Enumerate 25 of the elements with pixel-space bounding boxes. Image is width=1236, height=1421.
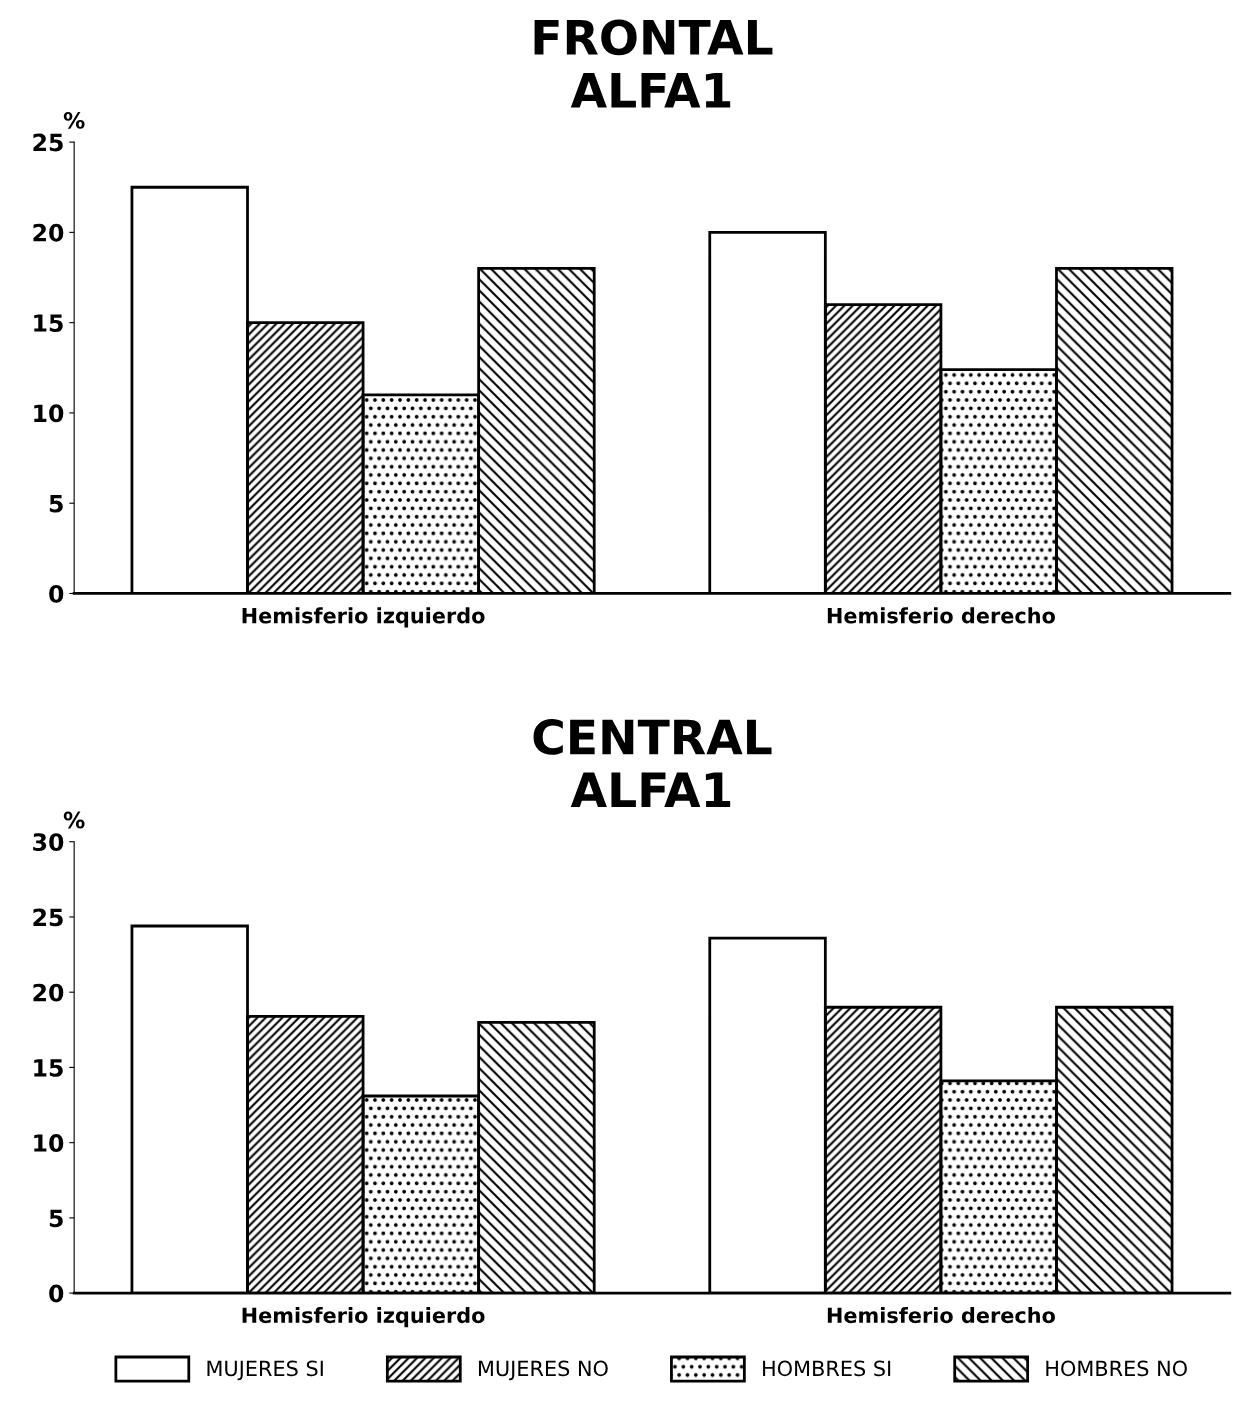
chart-title: FRONTAL ALFA1 bbox=[534, 19, 773, 108]
y-tick-label: 15 bbox=[34, 314, 63, 332]
y-tick-label: 15 bbox=[34, 1059, 63, 1077]
y-tick-label: 25 bbox=[33, 908, 63, 927]
chart-title: CENTRAL ALFA1 bbox=[533, 719, 772, 808]
y-tick-label: 20 bbox=[33, 223, 64, 242]
y-tick-label: 10 bbox=[34, 1134, 64, 1152]
y-tick-label: 0 bbox=[49, 1284, 64, 1303]
legend-label: HOMBRES SI bbox=[763, 1360, 891, 1377]
x-tick-label: Hemisferio izquierdo bbox=[242, 1307, 485, 1328]
x-tick-label: Hemisferio derecho bbox=[827, 607, 1055, 624]
y-axis-title: % bbox=[63, 811, 85, 829]
x-tick-label: Hemisferio derecho bbox=[827, 1307, 1055, 1324]
legend-label: MUJERES SI bbox=[207, 1360, 323, 1381]
y-tick-label: 0 bbox=[49, 584, 64, 603]
y-tick-label: 5 bbox=[49, 1209, 63, 1228]
y-tick-label: 5 bbox=[49, 494, 63, 513]
legend-label: HOMBRES NO bbox=[1046, 1360, 1187, 1377]
y-axis-title: % bbox=[63, 111, 85, 129]
legend-label: MUJERES NO bbox=[478, 1360, 608, 1381]
y-tick-label: 25 bbox=[33, 133, 63, 152]
y-tick-label: 10 bbox=[34, 404, 64, 423]
y-tick-label: 20 bbox=[33, 983, 64, 1002]
y-tick-label: 30 bbox=[33, 833, 64, 852]
x-tick-label: Hemisferio izquierdo bbox=[242, 607, 485, 628]
